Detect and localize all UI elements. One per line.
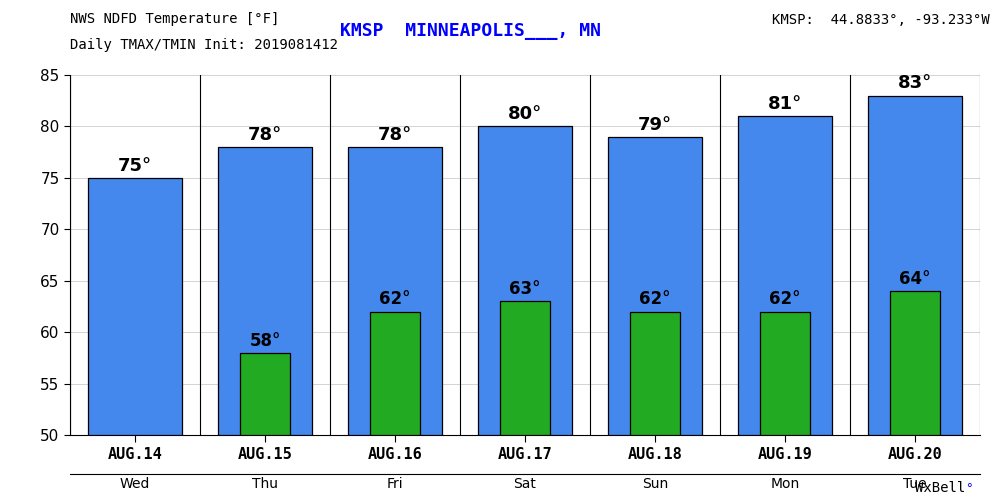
Bar	[370, 312, 420, 435]
Bar	[608, 136, 702, 435]
Text: NWS NDFD Temperature [°F]: NWS NDFD Temperature [°F]	[70, 12, 279, 26]
Text: Daily TMAX/TMIN Init: 2019081412: Daily TMAX/TMIN Init: 2019081412	[70, 38, 338, 52]
Text: WxBell: WxBell	[915, 481, 965, 495]
Bar	[240, 352, 290, 435]
Text: 78°: 78°	[378, 126, 412, 144]
Bar	[760, 312, 810, 435]
Text: 78°: 78°	[248, 126, 282, 144]
Text: 58°: 58°	[249, 332, 281, 349]
Bar	[868, 96, 962, 435]
Text: KMSP:  44.8833°, -93.233°W: KMSP: 44.8833°, -93.233°W	[772, 12, 990, 26]
Text: °: °	[965, 482, 972, 495]
Text: 79°: 79°	[638, 116, 672, 134]
Text: 64°: 64°	[899, 270, 931, 288]
Bar	[738, 116, 832, 435]
Bar	[218, 147, 312, 435]
Text: 80°: 80°	[508, 106, 542, 124]
Bar	[630, 312, 680, 435]
Text: 81°: 81°	[768, 95, 802, 113]
Text: 75°: 75°	[118, 157, 152, 175]
Text: 62°: 62°	[379, 290, 411, 308]
Bar	[890, 291, 940, 435]
Text: 62°: 62°	[639, 290, 671, 308]
Bar	[500, 302, 550, 435]
Text: 62°: 62°	[769, 290, 801, 308]
Bar	[348, 147, 442, 435]
Text: 63°: 63°	[509, 280, 541, 298]
Text: 83°: 83°	[898, 74, 932, 92]
Bar	[88, 178, 182, 435]
Bar	[478, 126, 572, 435]
Text: KMSP  MINNEAPOLIS___, MN: KMSP MINNEAPOLIS___, MN	[340, 22, 600, 40]
